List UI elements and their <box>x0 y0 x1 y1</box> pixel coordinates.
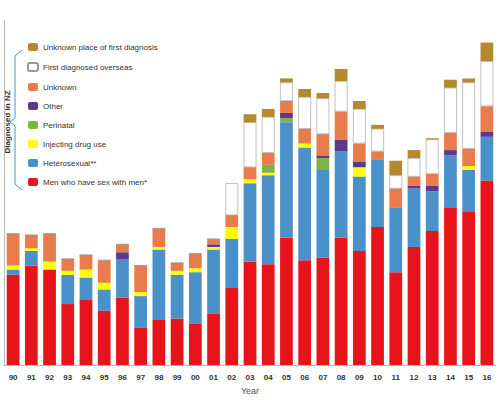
svg-text:01: 01 <box>209 373 218 382</box>
svg-text:03: 03 <box>246 373 255 382</box>
svg-text:02: 02 <box>227 373 236 382</box>
svg-text:Diagnosed in NZ: Diagnosed in NZ <box>3 90 12 153</box>
svg-text:First diagnosed overseas: First diagnosed overseas <box>43 63 132 72</box>
svg-text:Injecting drug use: Injecting drug use <box>43 140 107 149</box>
svg-text:09: 09 <box>355 373 364 382</box>
svg-text:12: 12 <box>410 373 419 382</box>
svg-text:94: 94 <box>82 373 91 382</box>
svg-text:93: 93 <box>63 373 72 382</box>
svg-text:14: 14 <box>446 373 455 382</box>
svg-text:92: 92 <box>45 373 54 382</box>
svg-text:Unknown place of first diagnos: Unknown place of first diagnosis <box>43 43 158 52</box>
svg-text:04: 04 <box>264 373 273 382</box>
svg-text:90: 90 <box>9 373 18 382</box>
svg-text:Heterosexual**: Heterosexual** <box>43 159 96 168</box>
svg-text:99: 99 <box>173 373 182 382</box>
svg-text:15: 15 <box>464 373 473 382</box>
svg-text:00: 00 <box>191 373 200 382</box>
svg-text:Other: Other <box>43 102 63 111</box>
svg-text:10: 10 <box>373 373 382 382</box>
svg-text:91: 91 <box>27 373 36 382</box>
svg-text:05: 05 <box>282 373 291 382</box>
svg-text:16: 16 <box>482 373 491 382</box>
svg-text:08: 08 <box>337 373 346 382</box>
svg-text:97: 97 <box>136 373 145 382</box>
svg-text:06: 06 <box>300 373 309 382</box>
svg-text:96: 96 <box>118 373 127 382</box>
svg-text:Men who have sex with men*: Men who have sex with men* <box>43 178 147 187</box>
svg-text:95: 95 <box>100 373 109 382</box>
svg-text:13: 13 <box>428 373 437 382</box>
svg-text:Unknown: Unknown <box>43 83 76 92</box>
svg-text:07: 07 <box>318 373 327 382</box>
svg-text:Year: Year <box>241 386 259 396</box>
svg-text:11: 11 <box>392 373 401 382</box>
svg-text:Perinatal: Perinatal <box>43 121 75 130</box>
svg-text:98: 98 <box>154 373 163 382</box>
